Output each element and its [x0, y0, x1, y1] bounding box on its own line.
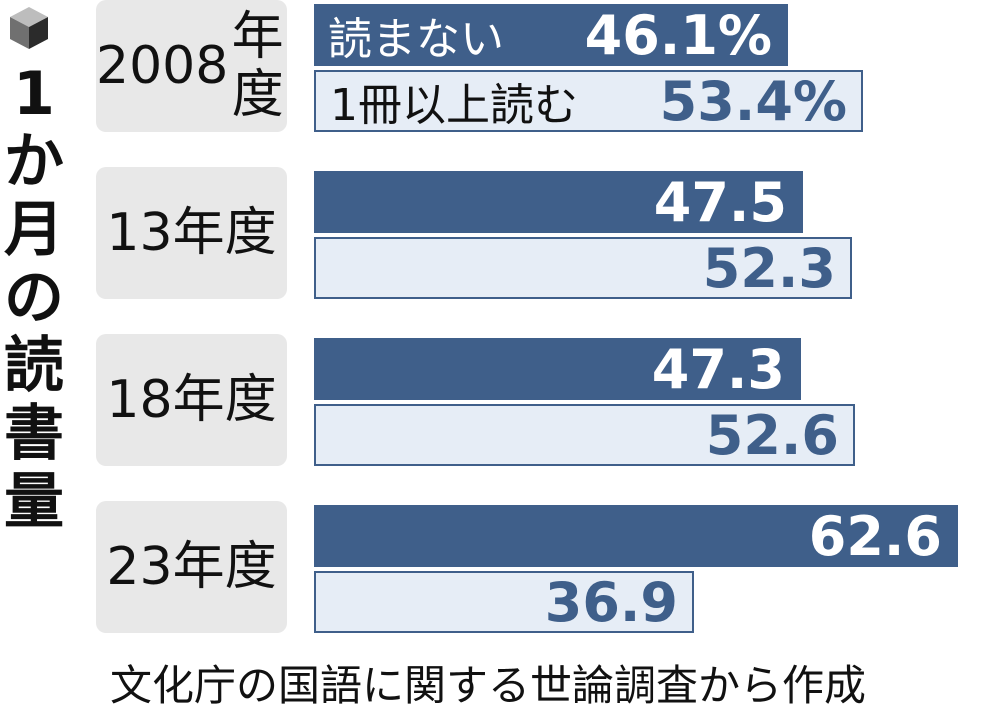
bar-not-read: 47.3: [314, 337, 801, 401]
year-label-line: 18年度: [106, 370, 277, 430]
cube-icon: [10, 7, 48, 49]
year-label: 13年度: [96, 167, 287, 299]
title-char: 読: [4, 331, 64, 401]
bar-read-one-or-more: 52.3: [314, 236, 852, 300]
bar-read-one-or-more: 36.9: [314, 570, 694, 634]
bar-not-read: 62.6: [314, 504, 958, 568]
bar-not-read: 47.5: [314, 170, 803, 234]
value-label: 53.4%: [659, 69, 847, 133]
value-label: 52.3: [702, 236, 836, 300]
value-label: 36.9: [544, 570, 678, 634]
series-label: 1冊以上読む: [330, 80, 578, 131]
bar-not-read: 読まない 46.1%: [314, 3, 788, 67]
title-char: 月: [4, 195, 64, 265]
source-note: 文化庁の国語に関する世論調査から作成: [110, 661, 867, 710]
title-char: の: [4, 263, 64, 333]
value-label: 47.3: [651, 337, 785, 401]
year-label: 2008 年度: [96, 0, 287, 132]
year-label-line: 年度: [231, 7, 284, 125]
series-label: 読まない: [328, 14, 504, 65]
year-label: 23年度: [96, 501, 287, 633]
title-char: 書: [4, 399, 64, 469]
year-label-line: 13年度: [106, 203, 277, 263]
bar-read-one-or-more: 1冊以上読む 53.4%: [314, 69, 863, 133]
year-label: 18年度: [96, 334, 287, 466]
year-label-line: 23年度: [106, 537, 277, 597]
value-label: 62.6: [808, 504, 942, 568]
value-label: 46.1%: [584, 3, 772, 67]
title-char: 1: [13, 59, 55, 129]
year-label-line: 2008: [96, 36, 229, 96]
value-label: 52.6: [705, 403, 839, 467]
title-char: か: [4, 127, 64, 197]
bar-read-one-or-more: 52.6: [314, 403, 855, 467]
value-label: 47.5: [653, 170, 787, 234]
title-char: 量: [4, 467, 64, 537]
